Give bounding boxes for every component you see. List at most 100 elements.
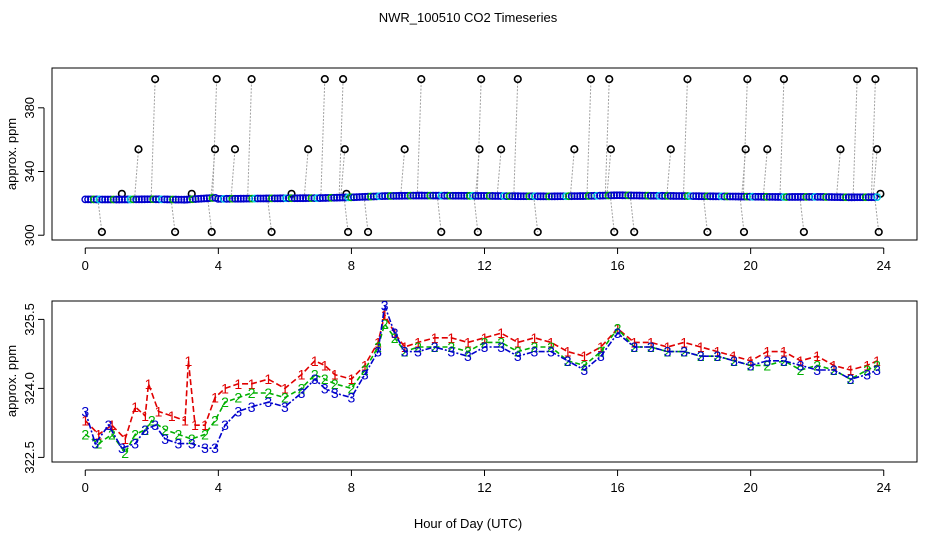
- series-3-marker: 3: [647, 339, 655, 355]
- series-1-marker: 1: [361, 357, 369, 373]
- series-2-marker: 2: [514, 344, 522, 360]
- baseline-point: [310, 194, 319, 203]
- series-3-marker: 3: [431, 339, 439, 355]
- baseline-point: [793, 193, 802, 201]
- baseline-point: [457, 191, 466, 200]
- cycle-connector: [320, 79, 326, 198]
- baseline-point: [522, 192, 531, 201]
- cycle-point: [741, 145, 750, 154]
- series-3-marker: 3: [630, 339, 638, 355]
- baseline-point: [143, 195, 152, 204]
- baseline-point: [805, 192, 814, 201]
- series-1-marker: 1: [414, 334, 422, 350]
- baseline-point: [234, 194, 242, 203]
- series-3-marker: 3: [361, 367, 369, 383]
- cycle-connector: [400, 149, 406, 196]
- series-3-marker: 3: [730, 353, 738, 369]
- baseline-point: [177, 195, 186, 204]
- baseline-point: [635, 191, 644, 200]
- baseline-point: [194, 194, 203, 203]
- baseline-point: [420, 191, 429, 200]
- series-3-marker: 3: [481, 339, 489, 355]
- cycle-connector: [586, 79, 592, 196]
- baseline-point: [494, 192, 503, 200]
- baseline-point: [471, 191, 480, 200]
- series-3-marker: 3: [401, 344, 409, 360]
- baseline-point: [666, 192, 675, 200]
- baseline-point: [434, 191, 443, 200]
- cycle-point: [473, 227, 482, 237]
- cycle-connector: [134, 149, 139, 200]
- baseline-point: [615, 191, 624, 200]
- series-1-marker: 1: [630, 334, 638, 350]
- baseline-point: [593, 191, 602, 200]
- cycle-connector: [150, 79, 156, 200]
- chart-title: NWR_100510 CO2 Timeseries: [379, 10, 558, 25]
- baseline-point: [683, 192, 692, 200]
- series-3-marker: 3: [331, 385, 339, 401]
- series-1-marker: 1: [131, 399, 139, 415]
- baseline-point: [262, 194, 271, 203]
- baseline-point: [720, 192, 729, 201]
- baseline-point: [850, 193, 859, 202]
- top-x-tick-label: 20: [743, 258, 757, 273]
- series-2-marker: 2: [131, 426, 139, 442]
- series-1-marker: 1: [431, 330, 439, 346]
- baseline-point: [429, 191, 437, 200]
- cycle-connector: [682, 79, 688, 197]
- baseline-point: [120, 195, 129, 204]
- baseline-point: [757, 192, 766, 201]
- series-3-marker: 3: [873, 362, 881, 378]
- baseline-point: [808, 192, 816, 201]
- baseline-point: [796, 193, 805, 201]
- baseline-point: [437, 191, 446, 200]
- series-1-marker: 1: [181, 413, 189, 429]
- series-3-marker: 3: [797, 357, 805, 373]
- cycle-point: [799, 227, 808, 237]
- series-3-marker: 3: [298, 385, 306, 401]
- baseline-point: [559, 192, 568, 201]
- baseline-point: [101, 195, 109, 204]
- baseline-point: [703, 192, 712, 201]
- cycle-point: [874, 227, 883, 237]
- cycle-connector: [513, 79, 519, 197]
- baseline-point: [632, 191, 641, 200]
- baseline-point: [358, 192, 367, 201]
- series-1-marker: 1: [597, 339, 605, 355]
- baseline-point: [836, 193, 845, 202]
- baseline-point: [174, 195, 183, 204]
- cycle-point: [586, 75, 596, 84]
- baseline-point: [188, 195, 197, 204]
- series-2-marker: 2: [481, 334, 489, 350]
- baseline-point: [859, 193, 867, 202]
- series-2-marker: 2: [175, 426, 183, 442]
- baseline-point: [460, 191, 469, 200]
- series-2-marker: 2: [547, 339, 555, 355]
- series-1-marker: 1: [155, 403, 163, 419]
- bottom-x-tick-label: 8: [348, 480, 355, 495]
- baseline-point: [474, 191, 483, 200]
- baseline-point: [129, 195, 138, 204]
- series-3-marker: 3: [175, 436, 183, 452]
- baseline-point: [480, 191, 488, 200]
- cycle-connector: [606, 149, 612, 196]
- series-1-marker: 1: [697, 339, 705, 355]
- baseline-point: [248, 194, 257, 203]
- cycle-point: [363, 227, 373, 237]
- series-2-line: [84, 322, 878, 455]
- baseline-point: [638, 191, 647, 200]
- cycle-connector: [210, 149, 216, 198]
- cycle-connector: [779, 79, 785, 198]
- baseline-point: [663, 191, 672, 200]
- baseline-point: [381, 192, 389, 200]
- baseline-point: [624, 191, 633, 200]
- bottom-y-tick-label: 324.0: [22, 372, 37, 405]
- series-2-marker: 2: [161, 422, 169, 438]
- series-3-marker: 3: [697, 348, 705, 364]
- baseline-point: [341, 193, 350, 202]
- baseline-point: [327, 193, 336, 202]
- baseline-point: [270, 194, 279, 203]
- baseline-point: [293, 194, 302, 203]
- baseline-point: [321, 194, 330, 202]
- baseline-point: [279, 194, 288, 203]
